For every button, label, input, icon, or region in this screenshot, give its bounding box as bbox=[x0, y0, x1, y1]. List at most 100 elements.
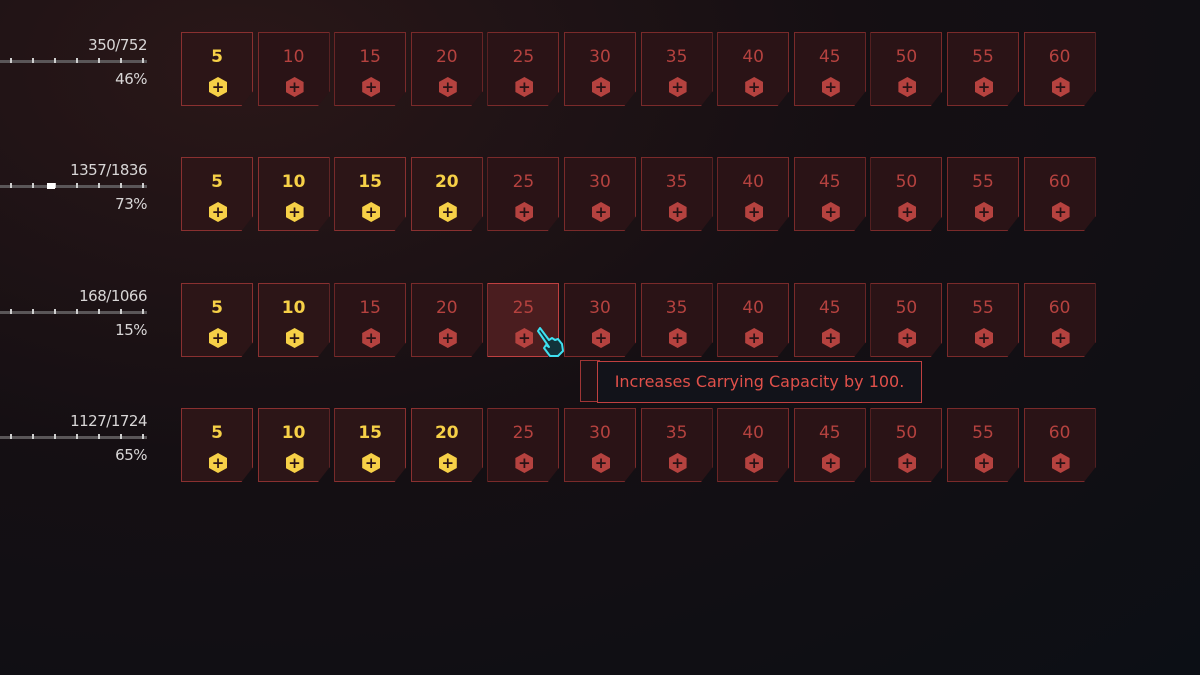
perk-level: 5 bbox=[211, 172, 223, 192]
tooltip-tab bbox=[580, 360, 600, 402]
plus-hex-icon: + bbox=[285, 453, 304, 473]
perk-tile-60[interactable]: 60 + bbox=[1023, 32, 1096, 106]
perk-tile-15[interactable]: 15 + bbox=[334, 283, 407, 357]
plus-hex-icon: + bbox=[592, 328, 610, 348]
perk-tile-30[interactable]: 30 + bbox=[564, 157, 636, 231]
perk-tile-35[interactable]: 35 + bbox=[640, 408, 713, 482]
perk-tile-45[interactable]: 45 + bbox=[793, 157, 866, 231]
progress-tick bbox=[98, 58, 100, 63]
perk-tile-5[interactable]: 5 + bbox=[181, 283, 253, 357]
perk-tile-5[interactable]: 5 + bbox=[181, 157, 253, 231]
perk-tile-5[interactable]: 5 + bbox=[181, 408, 253, 482]
perk-tile-20[interactable]: 20 + bbox=[410, 157, 483, 231]
perk-tile-40[interactable]: 40 + bbox=[717, 32, 790, 106]
plus-hex-icon: + bbox=[209, 453, 227, 473]
skill-progress-bar bbox=[0, 434, 147, 439]
perk-tile-10[interactable]: 10 + bbox=[257, 408, 330, 482]
perk-tile-15[interactable]: 15 + bbox=[334, 408, 407, 482]
plus-hex-icon: + bbox=[515, 453, 534, 473]
skill-progress-percent: 46% bbox=[115, 70, 147, 88]
perk-tile-45[interactable]: 45 + bbox=[793, 283, 866, 357]
perk-level: 60 bbox=[1048, 298, 1071, 318]
perk-level: 55 bbox=[972, 298, 994, 318]
perk-tile-35[interactable]: 35 + bbox=[640, 157, 713, 231]
perk-tile-55[interactable]: 55 + bbox=[947, 408, 1019, 482]
perk-level: 15 bbox=[358, 172, 383, 192]
perk-tile-10[interactable]: 10 + bbox=[257, 32, 330, 106]
progress-tick bbox=[142, 58, 144, 63]
tooltip: Increases Carrying Capacity by 100. bbox=[597, 361, 922, 403]
progress-tick bbox=[98, 309, 100, 314]
perk-level: 35 bbox=[665, 47, 688, 67]
hand-cursor-icon bbox=[537, 327, 564, 357]
plus-hex-icon: + bbox=[975, 202, 993, 222]
perk-level: 20 bbox=[434, 172, 459, 192]
progress-tick bbox=[54, 434, 56, 439]
skill-progress-bar bbox=[0, 58, 147, 63]
perk-tile-20[interactable]: 20 + bbox=[410, 408, 483, 482]
plus-hex-icon: + bbox=[362, 77, 381, 97]
perk-level: 30 bbox=[589, 298, 611, 318]
progress-tick bbox=[10, 434, 12, 439]
perk-tile-45[interactable]: 45 + bbox=[793, 408, 866, 482]
perk-level: 45 bbox=[818, 423, 841, 443]
progress-tick bbox=[76, 58, 78, 63]
perk-tile-40[interactable]: 40 + bbox=[717, 408, 790, 482]
perk-level: 15 bbox=[358, 423, 383, 443]
perk-tile-50[interactable]: 50 + bbox=[870, 157, 943, 231]
perk-level: 35 bbox=[665, 423, 688, 443]
perk-tile-25[interactable]: 25 + bbox=[487, 157, 560, 231]
perk-tile-5[interactable]: 5 + bbox=[181, 32, 253, 106]
perk-tile-25[interactable]: 25 + bbox=[487, 408, 560, 482]
perk-level: 25 bbox=[512, 298, 535, 318]
perk-level: 45 bbox=[818, 298, 841, 318]
plus-hex-icon: + bbox=[1051, 202, 1070, 222]
perk-tile-25[interactable]: 25 + bbox=[487, 32, 560, 106]
perk-tile-20[interactable]: 20 + bbox=[410, 32, 483, 106]
perk-tile-55[interactable]: 55 + bbox=[947, 283, 1019, 357]
plus-hex-icon: + bbox=[745, 453, 764, 473]
perk-tile-10[interactable]: 10 + bbox=[257, 157, 330, 231]
perk-level: 60 bbox=[1048, 423, 1071, 443]
plus-hex-icon: + bbox=[592, 453, 610, 473]
perk-tile-15[interactable]: 15 + bbox=[334, 32, 407, 106]
perk-tile-50[interactable]: 50 + bbox=[870, 283, 943, 357]
plus-hex-icon: + bbox=[1051, 328, 1070, 348]
perk-level: 40 bbox=[742, 47, 764, 67]
perk-level: 20 bbox=[434, 423, 459, 443]
perk-tile-30[interactable]: 30 + bbox=[564, 408, 636, 482]
skill-row: 1127/1724 65% 5 + 10 + 15 + 20 + 25 + 30… bbox=[0, 408, 1200, 484]
perk-level: 30 bbox=[589, 172, 611, 192]
plus-hex-icon: + bbox=[745, 328, 764, 348]
perk-tile-55[interactable]: 55 + bbox=[947, 157, 1019, 231]
perk-tile-35[interactable]: 35 + bbox=[640, 283, 713, 357]
perk-tile-35[interactable]: 35 + bbox=[640, 32, 713, 106]
plus-hex-icon: + bbox=[898, 77, 917, 97]
perk-tile-50[interactable]: 50 + bbox=[870, 408, 943, 482]
plus-hex-icon: + bbox=[821, 77, 840, 97]
perk-tile-55[interactable]: 55 + bbox=[947, 32, 1019, 106]
perk-tile-40[interactable]: 40 + bbox=[717, 157, 790, 231]
perk-tile-50[interactable]: 50 + bbox=[870, 32, 943, 106]
perk-level: 10 bbox=[282, 47, 305, 67]
perk-tile-30[interactable]: 30 + bbox=[564, 32, 636, 106]
perk-level: 10 bbox=[281, 423, 306, 443]
plus-hex-icon: + bbox=[515, 328, 534, 348]
perk-tile-20[interactable]: 20 + bbox=[410, 283, 483, 357]
perk-level: 45 bbox=[818, 47, 841, 67]
perk-tile-30[interactable]: 30 + bbox=[564, 283, 636, 357]
perk-tile-45[interactable]: 45 + bbox=[793, 32, 866, 106]
perk-tile-60[interactable]: 60 + bbox=[1023, 283, 1096, 357]
progress-knob bbox=[47, 183, 55, 189]
perk-tile-40[interactable]: 40 + bbox=[717, 283, 790, 357]
perk-tile-60[interactable]: 60 + bbox=[1023, 408, 1096, 482]
progress-tick bbox=[54, 58, 56, 63]
progress-tick bbox=[10, 58, 12, 63]
plus-hex-icon: + bbox=[209, 77, 227, 97]
progress-tick bbox=[76, 183, 78, 188]
perk-tile-10[interactable]: 10 + bbox=[257, 283, 330, 357]
perk-tile-60[interactable]: 60 + bbox=[1023, 157, 1096, 231]
perk-tile-15[interactable]: 15 + bbox=[334, 157, 407, 231]
perk-level: 35 bbox=[665, 172, 688, 192]
progress-tick bbox=[142, 309, 144, 314]
